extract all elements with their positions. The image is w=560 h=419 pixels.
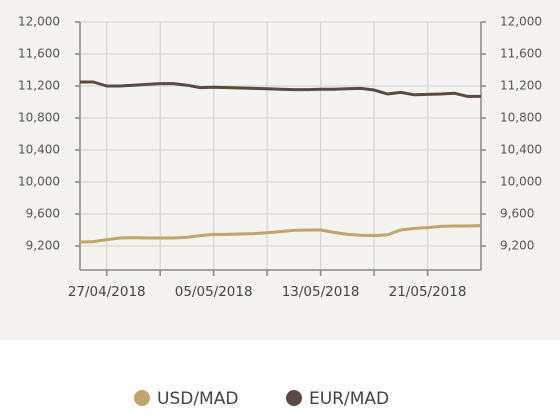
y2-tick-label: 11,200 bbox=[500, 79, 542, 93]
y2-tick-label: 10,000 bbox=[500, 175, 542, 189]
legend-swatch bbox=[134, 390, 150, 406]
y2-tick-label: 10,400 bbox=[500, 143, 542, 157]
y2-tick-label: 12,000 bbox=[500, 15, 542, 29]
y-tick-label: 10,400 bbox=[18, 143, 60, 157]
x-tick-label: 27/04/2018 bbox=[68, 284, 146, 300]
legend-label: EUR/MAD bbox=[309, 389, 389, 409]
y2-tick-label: 11,600 bbox=[500, 47, 542, 61]
y-tick-label: 11,600 bbox=[18, 47, 60, 61]
y-tick-label: 9,200 bbox=[26, 239, 60, 253]
x-tick-label: 05/05/2018 bbox=[175, 284, 253, 300]
legend-swatch bbox=[286, 390, 302, 406]
y-tick-label: 9,600 bbox=[26, 207, 60, 221]
y2-tick-label: 9,600 bbox=[500, 207, 534, 221]
y2-tick-label: 9,200 bbox=[500, 239, 534, 253]
y2-tick-label: 10,800 bbox=[500, 111, 542, 125]
legend-label: USD/MAD bbox=[157, 389, 238, 409]
chart-background bbox=[0, 0, 560, 340]
series-line bbox=[80, 80, 481, 98]
y-tick-label: 12,000 bbox=[18, 15, 60, 29]
y-tick-label: 10,000 bbox=[18, 175, 60, 189]
x-tick-label: 13/05/2018 bbox=[282, 284, 360, 300]
y-tick-label: 11,200 bbox=[18, 79, 60, 93]
series-line bbox=[79, 224, 482, 244]
y-tick-label: 10,800 bbox=[18, 111, 60, 125]
x-tick-label: 21/05/2018 bbox=[389, 284, 467, 300]
